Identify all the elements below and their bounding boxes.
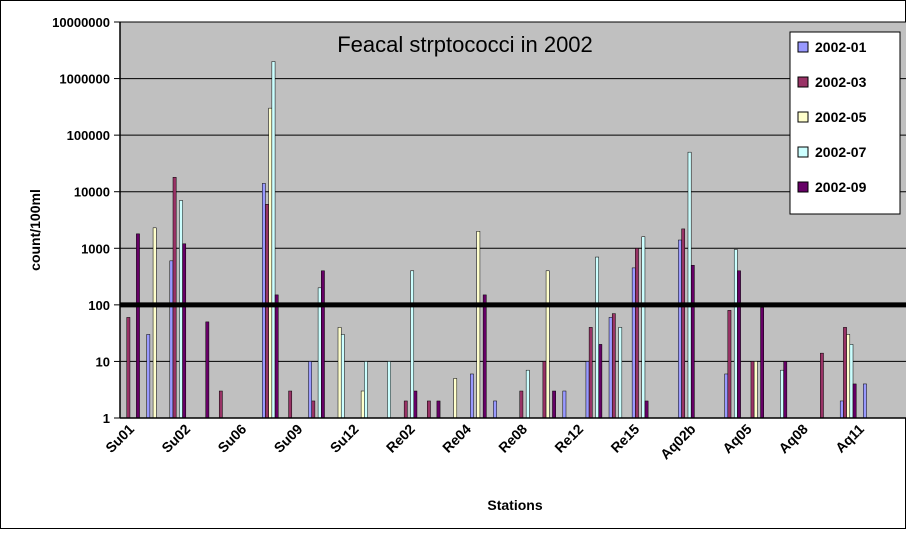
bar xyxy=(476,231,481,419)
x-axis xyxy=(119,22,906,419)
bar xyxy=(687,151,692,419)
bar xyxy=(182,243,187,419)
legend-label: 2002-01 xyxy=(815,39,867,55)
legend-swatch xyxy=(797,41,809,53)
bar xyxy=(126,317,131,419)
bar xyxy=(172,177,177,419)
bar xyxy=(146,334,151,419)
bar xyxy=(453,378,458,419)
y-tick-label: 100 xyxy=(88,298,110,313)
bar xyxy=(618,327,623,419)
bar xyxy=(753,361,758,419)
legend-items: 2002-01 2002-03 2002-05 2002-07 2002-09 xyxy=(797,39,867,195)
chart-title: Feacal strptococci in 2002 xyxy=(337,32,593,57)
bar xyxy=(681,228,686,419)
bar xyxy=(611,313,616,419)
bar xyxy=(641,236,646,419)
bar xyxy=(783,361,788,419)
bar xyxy=(436,400,441,419)
bar xyxy=(311,400,316,419)
bar xyxy=(274,294,279,419)
bar xyxy=(737,270,741,419)
legend: 2002-01 2002-03 2002-05 2002-07 2002-09 xyxy=(789,31,901,215)
bar xyxy=(631,267,636,419)
bar xyxy=(271,61,276,419)
bar xyxy=(733,249,738,419)
bar xyxy=(863,383,867,419)
bar xyxy=(364,361,368,419)
bar xyxy=(265,204,269,419)
bar xyxy=(360,390,365,419)
bar xyxy=(519,390,524,419)
y-tick-label: 1000000 xyxy=(59,72,110,87)
bar xyxy=(179,200,183,419)
bar xyxy=(152,227,157,419)
bar xyxy=(635,248,639,419)
y-axis-ticks: 1 10 100 1000 10000 100000 1000000 10000000 xyxy=(52,15,120,426)
bar xyxy=(337,327,342,419)
legend-swatch xyxy=(797,181,809,193)
bar xyxy=(760,307,764,419)
bar xyxy=(268,107,273,419)
bar xyxy=(608,317,613,419)
y-tick-label: 1 xyxy=(103,411,110,426)
bar xyxy=(727,310,732,419)
bar xyxy=(852,383,857,419)
bar xyxy=(690,265,695,419)
bar xyxy=(262,183,266,419)
bar xyxy=(525,369,530,419)
bar xyxy=(321,270,325,419)
bar xyxy=(678,239,682,419)
y-axis-label: count/100ml xyxy=(27,189,43,271)
bar xyxy=(846,334,851,419)
bar xyxy=(340,334,345,419)
bar xyxy=(839,400,844,419)
legend-label: 2002-07 xyxy=(815,144,867,160)
bar xyxy=(750,361,755,419)
bar xyxy=(218,390,223,419)
bar xyxy=(724,373,729,419)
bar xyxy=(542,361,547,419)
bar xyxy=(780,369,784,419)
y-tick-label: 1000 xyxy=(81,241,110,256)
bar xyxy=(308,361,312,419)
bar xyxy=(410,270,415,419)
bar xyxy=(470,373,474,419)
bar xyxy=(849,344,854,419)
bar xyxy=(843,327,847,419)
bar xyxy=(588,327,593,419)
bar xyxy=(387,361,391,419)
plot-area xyxy=(120,22,906,418)
bar xyxy=(552,390,556,419)
y-tick-label: 100000 xyxy=(67,128,110,143)
bar xyxy=(562,390,567,419)
bar xyxy=(598,344,603,419)
bar xyxy=(403,400,408,419)
legend-label: 2002-05 xyxy=(815,109,867,125)
y-tick-label: 10 xyxy=(96,354,110,369)
bar xyxy=(545,270,550,419)
bar xyxy=(136,233,140,419)
bar xyxy=(493,400,497,419)
bar xyxy=(205,321,210,419)
bar xyxy=(169,260,174,419)
y-tick-label: 10000000 xyxy=(52,15,110,30)
legend-swatch xyxy=(797,76,809,88)
bar xyxy=(585,361,590,419)
x-axis-label: Stations xyxy=(487,497,542,513)
bar xyxy=(288,390,293,419)
y-tick-label: 10000 xyxy=(74,185,110,200)
legend-label: 2002-03 xyxy=(815,74,867,90)
bar xyxy=(644,400,649,419)
bar xyxy=(427,400,431,419)
legend-label: 2002-09 xyxy=(815,179,867,195)
bar xyxy=(482,294,487,419)
bar xyxy=(820,352,824,419)
bar xyxy=(413,390,418,419)
legend-swatch xyxy=(797,111,809,123)
bar xyxy=(595,256,599,419)
legend-swatch xyxy=(797,146,809,158)
